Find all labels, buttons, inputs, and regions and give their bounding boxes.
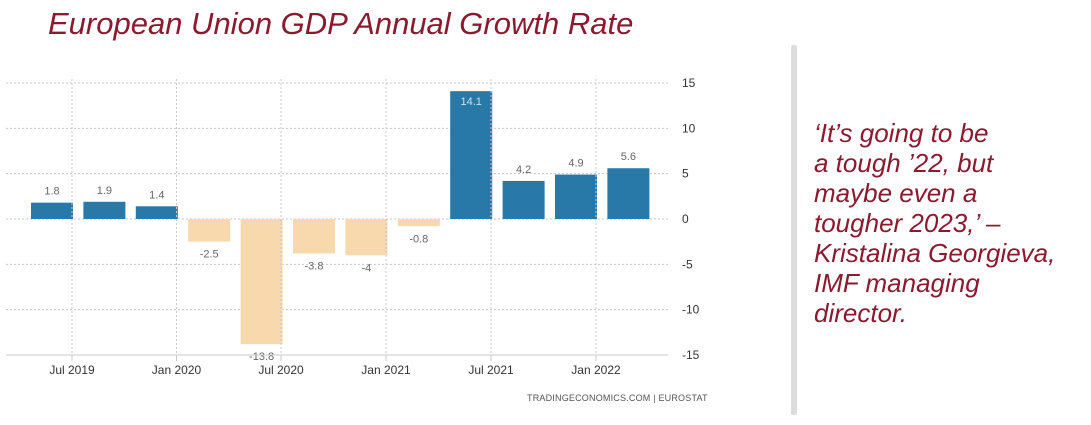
y-tick-label: 15 [682, 76, 696, 90]
y-tick-label: 5 [682, 167, 689, 181]
y-tick-label: -10 [682, 303, 700, 317]
y-tick-label: 0 [682, 212, 689, 226]
x-tick-label: Jan 2022 [571, 363, 621, 377]
bar-value-label: -3.8 [305, 260, 324, 272]
bar-value-label: -13.8 [249, 351, 274, 363]
bar-value-label: -2.5 [200, 249, 219, 261]
x-tick-label: Jul 2020 [258, 363, 304, 377]
quote-text: ‘It’s going to be a tough ’22, but maybe… [814, 118, 1056, 328]
bar [240, 219, 283, 345]
x-tick-label: Jan 2021 [361, 363, 411, 377]
bar-value-label: 1.9 [97, 185, 112, 197]
bar [188, 219, 231, 242]
y-tick-label: 10 [682, 121, 696, 135]
bar [450, 91, 493, 219]
bar [293, 219, 335, 254]
bar [607, 168, 650, 219]
bar [345, 219, 388, 256]
bar-chart: 15 10 5 0 -5 -10 -15 1.8 1.9 1.4 -2.5 -13.8 -3.8 -4 -0… [0, 70, 720, 415]
y-tick-label: -5 [682, 257, 693, 271]
bar-value-label: 4.2 [516, 164, 531, 176]
bar-value-label: -0.8 [409, 233, 428, 245]
bar [397, 219, 440, 227]
bar-value-label: 4.9 [568, 158, 583, 170]
bar-value-label: 1.4 [149, 189, 164, 201]
bar [502, 180, 545, 219]
source-attribution: TRADINGECONOMICS.COM | EUROSTAT [527, 393, 708, 403]
y-tick-label: -15 [682, 348, 700, 362]
bar [83, 201, 126, 219]
x-tick-label: Jan 2020 [152, 363, 202, 377]
bar-value-label: -4 [362, 262, 372, 274]
bar-value-label: 5.6 [621, 151, 636, 163]
chart-canvas: 15 10 5 0 -5 -10 -15 1.8 1.9 1.4 -2.5 -13.8 -3.8 -4 -0… [6, 76, 700, 377]
bar [135, 206, 178, 219]
bar-value-label: 14.1 [460, 96, 481, 108]
bar [31, 202, 73, 219]
x-tick-label: Jul 2021 [468, 363, 514, 377]
bar-value-label: 1.8 [44, 186, 59, 198]
vertical-divider [791, 45, 797, 415]
bar [555, 174, 597, 219]
chart-title: European Union GDP Annual Growth Rate [48, 6, 634, 41]
x-tick-label: Jul 2019 [49, 363, 95, 377]
